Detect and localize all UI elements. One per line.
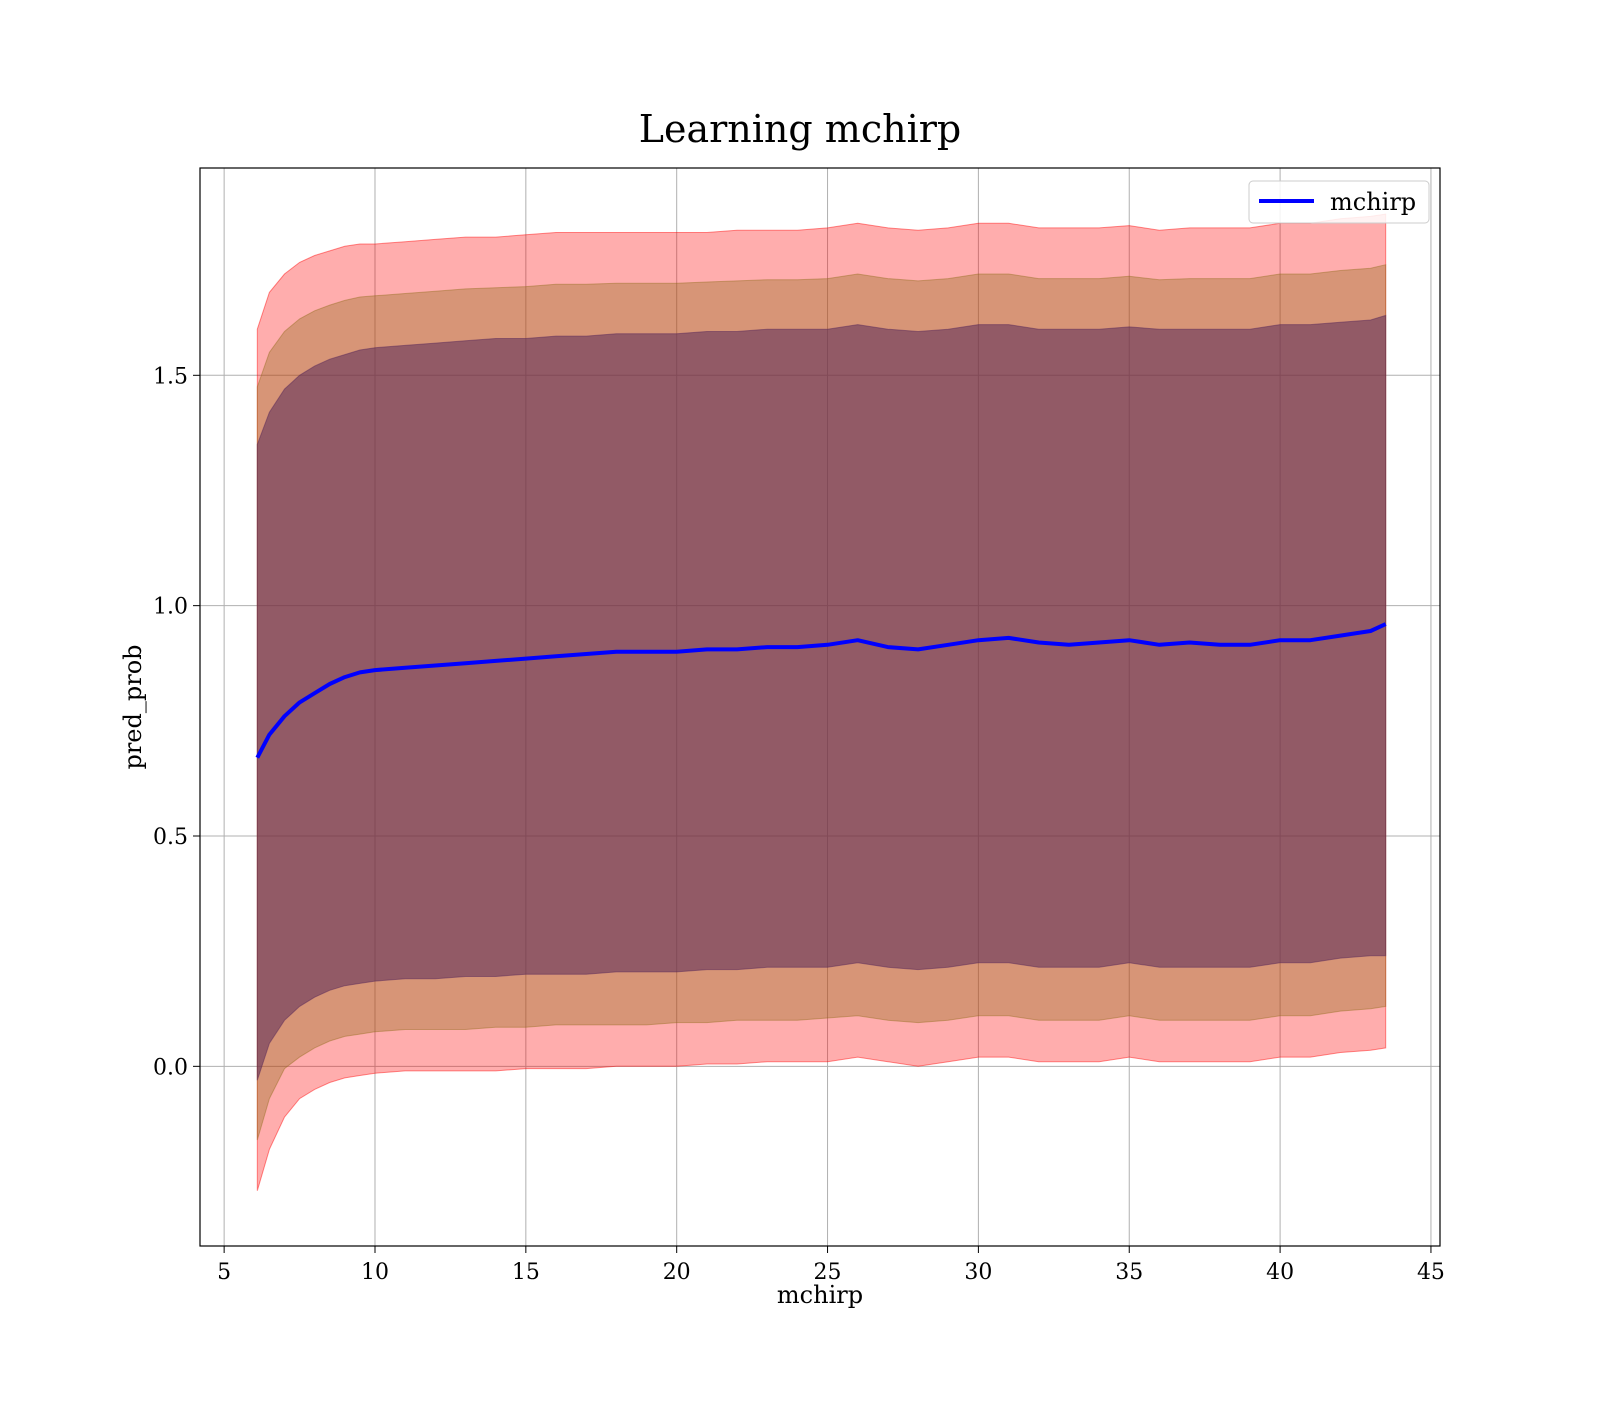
x-tick-label: 15 — [512, 1260, 540, 1285]
x-tick-label: 20 — [663, 1260, 691, 1285]
legend: mchirp — [1248, 180, 1430, 224]
y-tick-label: 0.5 — [153, 825, 188, 850]
bands — [256, 213, 1387, 1191]
y-tick-label: 0.0 — [153, 1055, 188, 1080]
plot-frame — [199, 167, 1441, 1247]
series-lines — [255, 622, 1387, 759]
x-tick-label: 35 — [1115, 1260, 1143, 1285]
x-tick-label: 45 — [1417, 1260, 1445, 1285]
y-tick-label: 1.5 — [153, 364, 188, 389]
series-line-mchirp — [255, 622, 1387, 759]
x-tick-label: 25 — [814, 1260, 842, 1285]
x-tick-label: 40 — [1266, 1260, 1294, 1285]
y-axis-label: pred_prob — [119, 644, 147, 769]
y-axis-ticks: 0.0 0.5 1.0 1.5 — [153, 364, 200, 1080]
x-axis-label: mchirp — [777, 1281, 863, 1309]
y-tick-label: 1.0 — [153, 595, 188, 620]
x-tick-label: 5 — [217, 1260, 231, 1285]
legend-frame — [1248, 180, 1430, 224]
x-tick-label: 30 — [964, 1260, 992, 1285]
chart-title: Learning mchirp — [639, 107, 961, 151]
legend-label: mchirp — [1330, 188, 1416, 216]
x-axis-ticks: 5 10 15 20 25 30 35 40 45 — [217, 1246, 1445, 1285]
band-inner — [256, 314, 1387, 1081]
x-tick-label: 10 — [361, 1260, 389, 1285]
